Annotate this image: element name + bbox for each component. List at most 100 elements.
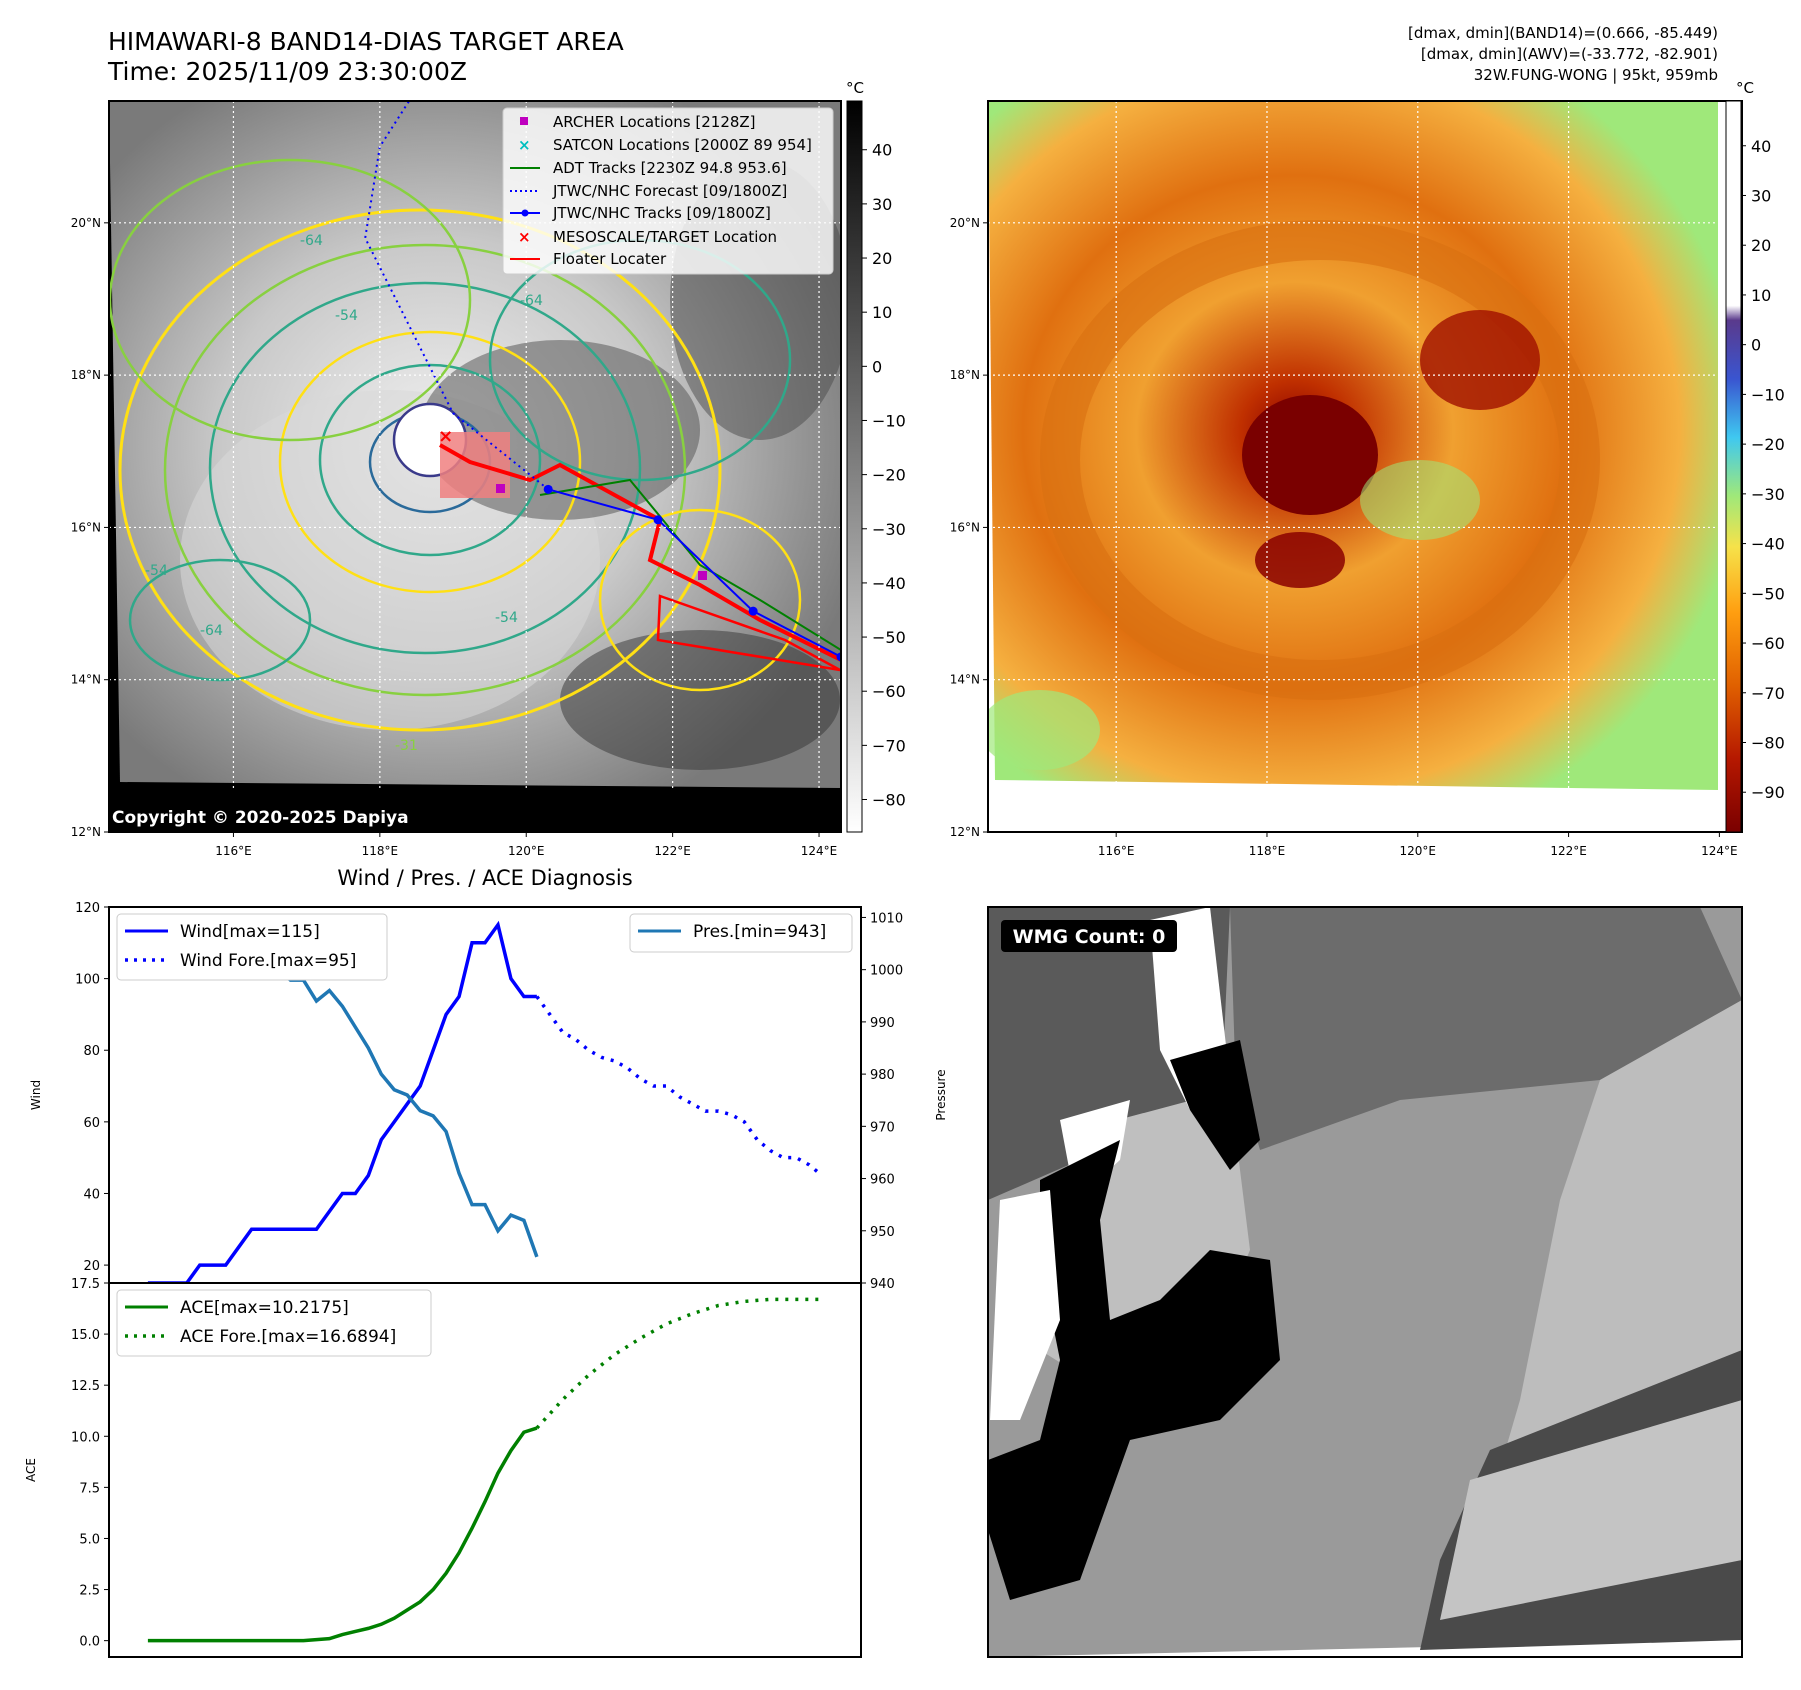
ace-axes: 17.5 15.0 12.5 10.0 7.5 5.0 2.5 0.0 — [71, 1277, 109, 1650]
lat-tick-label: 12°N — [950, 825, 980, 839]
legend-archer-swatch — [520, 117, 528, 125]
colorbar-tick-label: −70 — [1751, 684, 1785, 703]
colorbar-tick-label: −90 — [1751, 783, 1785, 802]
lat-tick-label: 16°N — [71, 520, 101, 534]
pressure-ytick-label: 980 — [870, 1068, 895, 1083]
colorbar-tick-label: −20 — [872, 466, 906, 485]
colorbar-tick-label: −10 — [1751, 385, 1785, 404]
contour-label: -64 — [200, 623, 223, 639]
wind-legend-box — [116, 913, 388, 981]
lon-tick-label: 118°E — [1249, 844, 1286, 858]
colorbar-tick-label: 0 — [872, 357, 882, 376]
legend-target: MESOSCALE/TARGET Location — [553, 228, 777, 246]
wmg-count-label: WMG Count: 0 — [1013, 926, 1166, 948]
colorbar-tick-label: −20 — [1751, 435, 1785, 454]
legend-satcon: SATCON Locations [2000Z 89 954] — [553, 136, 812, 154]
legend-adt: ADT Tracks [2230Z 94.8 953.6] — [553, 159, 787, 177]
wind-ytick-label: 120 — [75, 901, 100, 916]
ace-series — [147, 1297, 823, 1643]
ace-legend: ACE[max=10.2175] ACE Fore.[max=16.6894] — [116, 1289, 432, 1357]
contour-label: -64 — [300, 233, 323, 249]
colorbar-tick-label: 30 — [1751, 186, 1771, 205]
pressure-ytick-label: 950 — [870, 1225, 895, 1240]
lat-tick-label: 14°N — [71, 673, 101, 687]
jtwc-track-point — [653, 515, 663, 525]
band14-colorbar-unit: °C — [846, 79, 864, 97]
info-line2: [dmax, dmin](AWV)=(-33.772, -82.901) — [1421, 45, 1718, 63]
band14-colorbar — [846, 100, 863, 833]
contour-label: -31 — [395, 738, 418, 754]
series-line-1 — [535, 995, 824, 1177]
wind-axis-label: Wind — [29, 1080, 43, 1110]
colorbar-tick-label: −30 — [872, 520, 906, 539]
lon-tick-label: 120°E — [508, 844, 545, 858]
legend-tracks-dot — [521, 209, 529, 217]
wmg-panel: WMG Count: 0 — [987, 906, 1743, 1658]
ace-forecast-legend-label: ACE Fore.[max=16.6894] — [180, 1327, 396, 1347]
band14-legend: ARCHER Locations [2128Z] × SATCON Locati… — [502, 107, 834, 275]
colorbar-tick-label: −40 — [872, 574, 906, 593]
figure-title-line1: HIMAWARI-8 BAND14-DIAS TARGET AREA — [108, 27, 624, 56]
lat-tick-label: 20°N — [71, 216, 101, 230]
colorbar-tick-label: 30 — [872, 195, 892, 214]
contour-ring-outer — [118, 208, 722, 732]
contour-ring-4 — [278, 330, 582, 594]
legend-box — [502, 107, 834, 275]
ace-ytick-label: 0.0 — [79, 1635, 100, 1650]
colorbar-tick-label: 0 — [1751, 336, 1761, 355]
pressure-legend: Pres.[min=943] — [629, 913, 853, 953]
jtwc-track-point — [836, 652, 841, 662]
pressure-ytick-label: 990 — [870, 1016, 895, 1031]
wind-legend: Wind[max=115] Wind Fore.[max=95] — [116, 913, 388, 981]
lon-tick-label: 116°E — [215, 844, 252, 858]
wmg-count-badge — [1001, 920, 1177, 952]
figure-title-line2: Time: 2025/11/09 23:30:00Z — [107, 57, 467, 86]
target-x-mark: × — [438, 426, 453, 447]
colorbar-tick-label: −10 — [872, 411, 906, 430]
ace-series-line-0 — [147, 1426, 538, 1643]
contour-ring-3 — [208, 281, 642, 655]
wmg-black-region-n — [1170, 1040, 1260, 1170]
lat-tick-label: 20°N — [950, 216, 980, 230]
archer-marker-2 — [698, 571, 707, 580]
awv-colorbar-unit: °C — [1736, 79, 1754, 97]
colorbar-tick-label: 20 — [1751, 236, 1771, 255]
awv-colorbar — [1725, 100, 1742, 833]
contour-ring-2 — [163, 243, 687, 697]
colorbar-tick-label: −30 — [1751, 485, 1785, 504]
archer-marker — [496, 484, 505, 493]
target-location-marker: × — [438, 426, 453, 447]
wind-ytick-label: 40 — [83, 1187, 100, 1202]
contour-label: -54 — [495, 610, 518, 626]
lon-tick-label: 122°E — [1550, 844, 1587, 858]
pressure-ytick-label: 940 — [870, 1277, 895, 1292]
awv-colorbar-ticks: 40 30 20 10 0 −10 −20 −30 −40 −50 −60 −70 −80 −90 — [1741, 137, 1785, 802]
awv-dark-cell — [1420, 310, 1540, 410]
adt-track — [539, 478, 841, 651]
ace-ytick-label: 15.0 — [71, 1328, 100, 1343]
lat-tick-label: 18°N — [71, 368, 101, 382]
info-line3: 32W.FUNG-WONG | 95kt, 959mb — [1474, 66, 1718, 84]
pressure-ytick-label: 970 — [870, 1120, 895, 1135]
lon-tick-label: 118°E — [362, 844, 399, 858]
ace-ytick-label: 5.0 — [79, 1532, 100, 1547]
info-line1: [dmax, dmin](BAND14)=(0.666, -85.449) — [1408, 24, 1718, 42]
lat-tick-label: 14°N — [950, 673, 980, 687]
lon-tick-label: 124°E — [1701, 844, 1738, 858]
wmg-light-band-se — [1440, 1400, 1742, 1620]
awv-moist-area — [1360, 460, 1480, 540]
jtwc-track-point — [748, 606, 758, 616]
ace-ytick-label: 10.0 — [71, 1430, 100, 1445]
ace-legend-label: ACE[max=10.2175] — [180, 1298, 349, 1318]
pressure-ytick-label: 960 — [870, 1173, 895, 1188]
colorbar-tick-label: −80 — [1751, 733, 1785, 752]
colorbar-tick-label: −80 — [872, 791, 906, 810]
diagnosis-title: Wind / Pres. / ACE Diagnosis — [337, 866, 632, 890]
jtwc-track-layer — [364, 101, 841, 662]
pressure-legend-label: Pres.[min=943] — [693, 922, 826, 942]
lat-tick-label: 18°N — [950, 368, 980, 382]
awv-axis-ticks: 116°E 118°E 120°E 122°E 124°E 20°N 18°N 16°N 14°… — [950, 216, 1738, 858]
contour-label: -64 — [520, 293, 543, 309]
awv-dark-cell-2 — [1255, 532, 1345, 588]
